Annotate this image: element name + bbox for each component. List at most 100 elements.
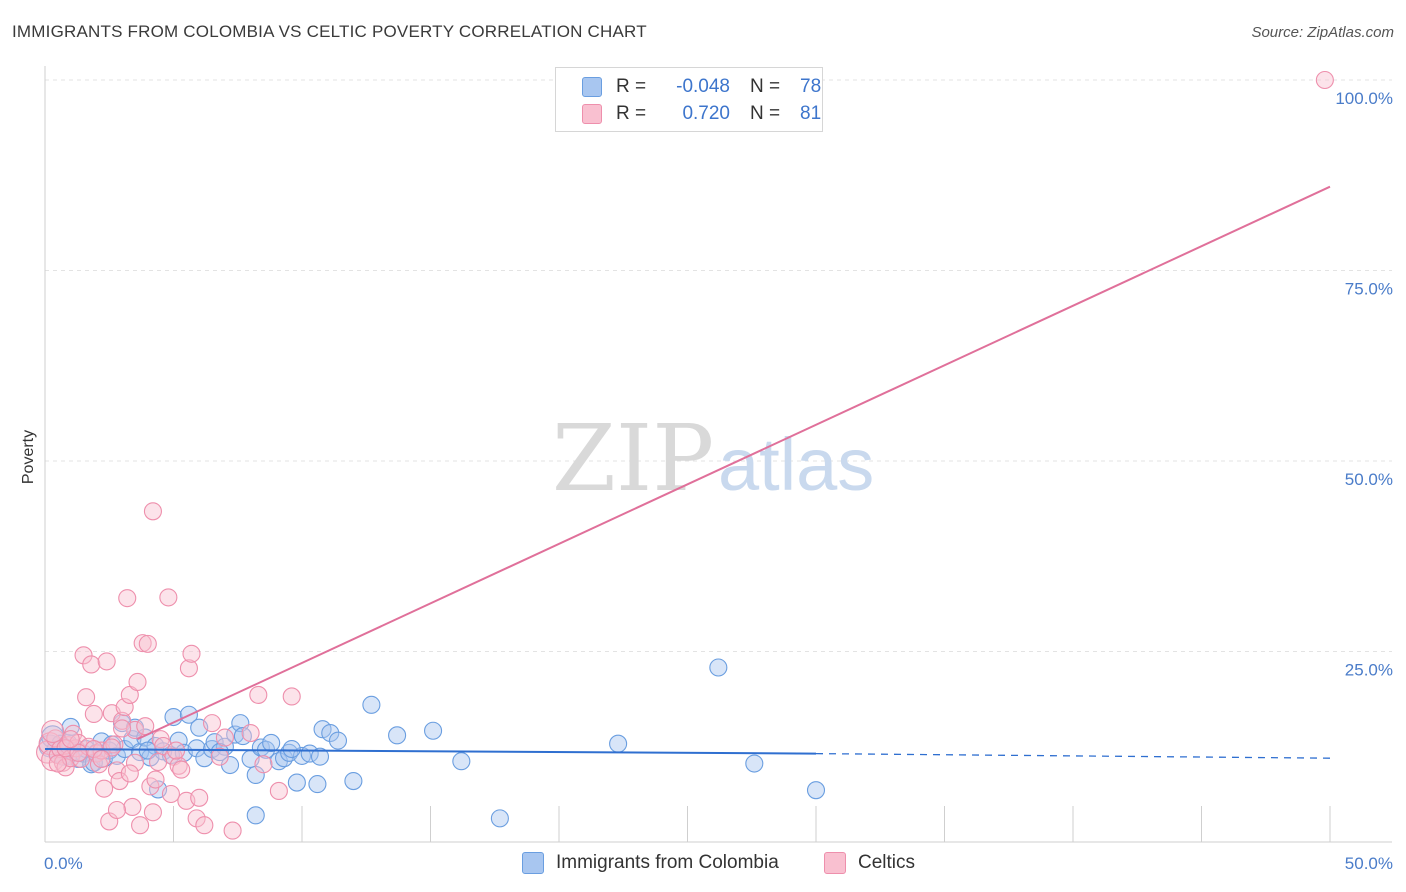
point-celtics <box>249 685 268 704</box>
point-celtics <box>92 749 111 768</box>
point-celtics <box>113 711 132 730</box>
trend-lines <box>44 185 1331 759</box>
legend-n-value: 78 <box>800 76 822 97</box>
point-colombia <box>300 744 319 763</box>
series-legend-celtics[interactable]: Celtics <box>824 852 915 874</box>
point-celtics <box>223 821 242 840</box>
trend-line-celtics <box>137 185 1331 741</box>
point-celtics <box>143 803 162 822</box>
point-celtics <box>182 644 201 663</box>
correlation-legend: R = -0.048 N = 78 R = 0.720 N = 81 <box>555 67 823 132</box>
point-celtics <box>102 738 121 757</box>
series-label-colombia: Immigrants from Colombia <box>556 852 779 873</box>
point-celtics <box>95 779 114 798</box>
point-celtics <box>74 646 93 665</box>
point-celtics <box>120 764 139 783</box>
point-colombia <box>745 754 764 773</box>
point-celtics <box>84 704 103 724</box>
point-celtics <box>282 687 301 706</box>
point-celtics <box>151 730 170 749</box>
point-colombia <box>262 733 281 752</box>
point-celtics <box>1315 70 1334 90</box>
series-legend-colombia[interactable]: Immigrants from Colombia <box>522 852 779 874</box>
point-celtics <box>146 770 165 789</box>
point-colombia <box>609 734 628 753</box>
legend-r-label: R = <box>616 76 647 97</box>
point-celtics <box>107 800 127 820</box>
series-legend: Immigrants from Colombia Celtics <box>0 852 1406 878</box>
point-celtics <box>190 788 209 807</box>
point-colombia <box>344 771 363 791</box>
point-celtics <box>254 755 273 774</box>
point-celtics <box>123 797 142 816</box>
legend-n-label: N = <box>750 76 781 97</box>
point-celtics <box>269 781 288 800</box>
point-celtics <box>187 809 206 828</box>
point-celtics <box>241 723 260 743</box>
point-colombia <box>328 731 348 750</box>
point-colombia <box>308 775 327 794</box>
point-colombia <box>806 781 826 800</box>
point-celtics <box>48 754 67 773</box>
chart-title: IMMIGRANTS FROM COLOMBIA VS CELTIC POVER… <box>12 22 647 41</box>
watermark: ZIP atlas <box>552 405 874 512</box>
point-celtics <box>172 760 191 779</box>
tick-labels: 25.0% 50.0% 75.0% 100.0% 0.0% 50.0% <box>44 89 1393 873</box>
point-celtics <box>113 719 132 738</box>
point-celtics <box>133 634 152 653</box>
point-celtics <box>215 728 234 747</box>
point-colombia <box>362 695 381 714</box>
point-colombia <box>287 773 306 792</box>
point-celtics <box>82 655 101 674</box>
legend-r-label: R = <box>616 103 647 124</box>
legend-swatch-colombia <box>582 77 602 97</box>
point-celtics <box>128 672 147 692</box>
point-celtics <box>161 784 180 804</box>
watermark-atlas: atlas <box>718 423 874 506</box>
legend-r-value: 0.720 <box>682 103 730 124</box>
point-colombia <box>424 721 443 740</box>
point-celtics <box>61 730 80 749</box>
point-colombia <box>226 725 245 744</box>
point-colombia <box>452 752 471 771</box>
point-colombia <box>490 809 509 828</box>
y-tick-label: 75.0% <box>1345 280 1393 299</box>
y-tick-label: 25.0% <box>1345 661 1393 680</box>
point-celtics <box>210 747 229 766</box>
legend-swatch-celtics <box>582 104 602 124</box>
y-axis-label: Poverty <box>20 430 37 484</box>
point-celtics <box>143 502 162 521</box>
legend-n-value: 81 <box>800 103 822 124</box>
point-celtics <box>131 816 150 835</box>
point-celtics <box>41 719 65 744</box>
axes <box>44 66 1392 843</box>
point-colombia <box>246 806 265 825</box>
point-colombia <box>310 747 330 766</box>
trend-line-colombia <box>44 748 817 755</box>
point-celtics <box>77 688 96 707</box>
watermark-zip: ZIP <box>552 405 714 512</box>
legend-n-label: N = <box>750 103 781 124</box>
x-tick-label: 50.0% <box>1345 854 1393 873</box>
point-colombia <box>131 743 150 762</box>
legend-row-celtics: R = 0.720 N = 81 <box>582 101 830 127</box>
x-tick-label: 0.0% <box>44 854 83 873</box>
series-swatch-celtics <box>824 852 846 874</box>
trend-line-colombia-extension <box>815 752 1331 759</box>
point-colombia <box>282 739 301 759</box>
legend-r-value: -0.048 <box>676 76 730 97</box>
point-celtics <box>110 771 129 791</box>
data-points <box>36 70 1334 840</box>
point-celtics <box>149 752 168 772</box>
point-celtics <box>159 588 178 607</box>
point-celtics <box>138 634 157 653</box>
point-celtics <box>118 589 137 608</box>
point-celtics <box>97 652 116 671</box>
point-celtics <box>179 659 198 678</box>
series-swatch-colombia <box>522 852 544 874</box>
point-celtics <box>203 714 222 733</box>
legend-row-colombia: R = -0.048 N = 78 <box>582 74 830 100</box>
grid-lines <box>45 79 1392 652</box>
source-credit: Source: ZipAtlas.com <box>1251 24 1394 41</box>
